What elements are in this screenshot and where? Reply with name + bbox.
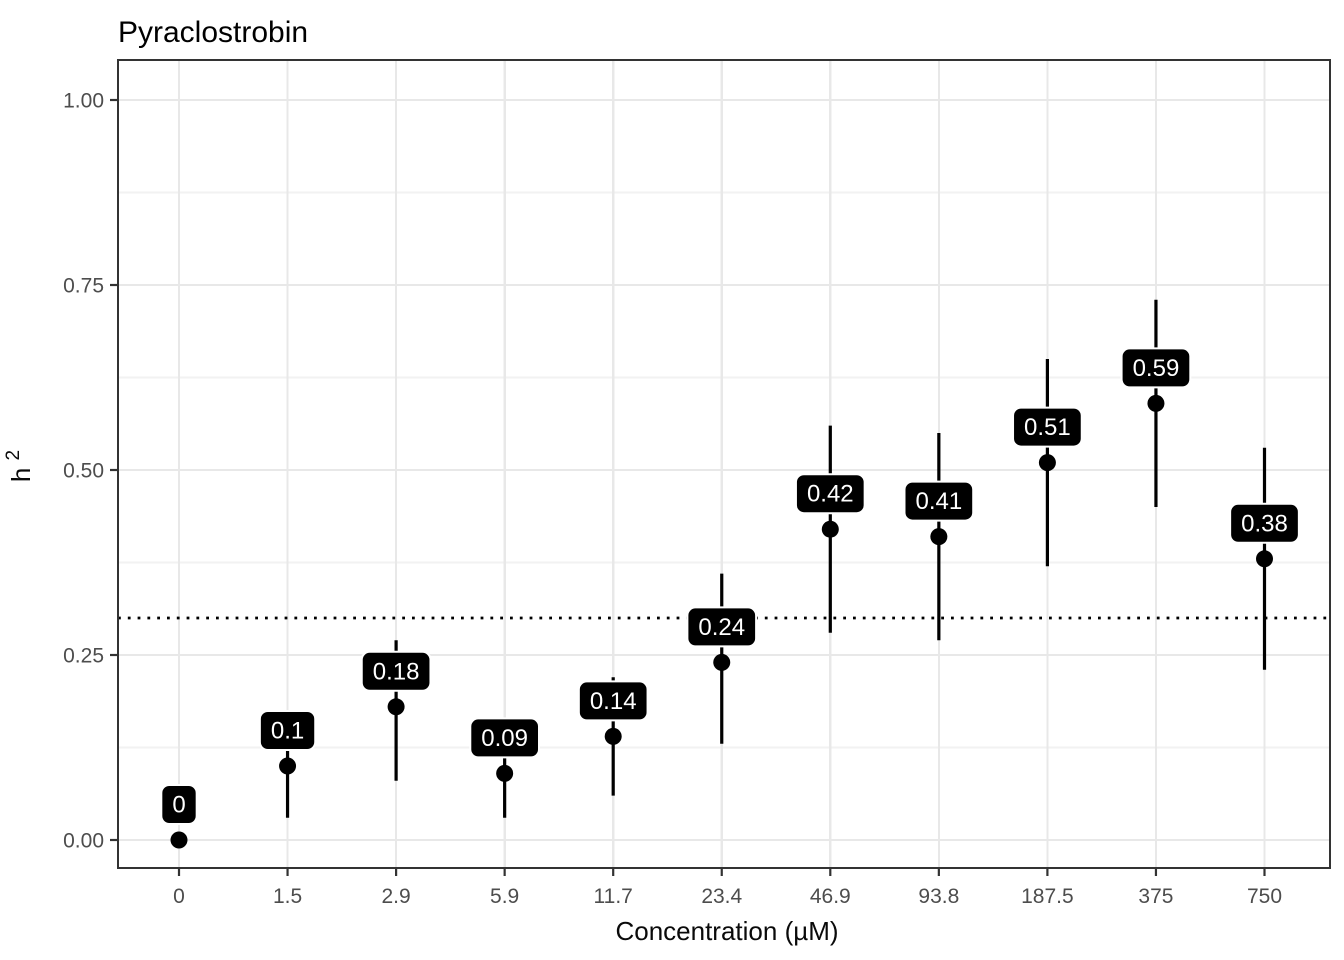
data-point (1038, 454, 1056, 472)
point-label-box (1229, 502, 1300, 544)
point-label: 0.18 (360, 650, 432, 692)
point-label: 0.1 (258, 710, 317, 751)
plot-title: Pyraclostrobin (118, 16, 308, 49)
y-tick-label: 0.00 (63, 830, 104, 853)
point-label: 0.14 (577, 680, 649, 722)
point-label-box (1120, 347, 1192, 389)
x-tick-label: 750 (1247, 885, 1282, 908)
data-point (279, 757, 297, 775)
point-label-box (469, 717, 541, 759)
x-tick-label: 0 (173, 885, 185, 908)
point-label: 0.24 (686, 606, 758, 648)
point-label-box (686, 606, 758, 648)
point-label-text: 0.09 (481, 725, 528, 752)
point-label-text: 0.38 (1241, 510, 1288, 537)
x-axis-title: Concentration (µM) (615, 916, 838, 946)
point-label-box (794, 473, 866, 515)
y-tick-label: 0.50 (63, 460, 104, 483)
point-label-box (360, 650, 432, 692)
point-label: 0.09 (469, 717, 541, 759)
data-point (170, 831, 188, 849)
point-label: 0.59 (1120, 347, 1192, 389)
x-tick-label: 46.9 (810, 885, 851, 908)
point-label: 0.42 (794, 473, 866, 515)
y-axis-title-base: h (6, 468, 36, 482)
point-label-text: 0.18 (373, 658, 420, 685)
y-tick-label: 0.25 (63, 645, 104, 668)
x-tick-label: 2.9 (381, 885, 410, 908)
point-label-box (903, 480, 975, 522)
data-point (1256, 550, 1273, 568)
data-point (713, 653, 731, 671)
point-label-box (160, 784, 198, 825)
y-axis-title: h 2 (3, 450, 36, 482)
point-label-text: 0.41 (915, 488, 962, 515)
point-label-text: 0.1 (271, 718, 304, 745)
x-tick-label: 187.5 (1021, 885, 1074, 908)
y-tick-label: 0.75 (63, 275, 104, 298)
point-label-text: 0.51 (1024, 414, 1071, 441)
plot-panel (118, 60, 1330, 868)
x-tick-label: 1.5 (273, 885, 302, 908)
y-tick-label: 1.00 (63, 90, 104, 113)
point-label-text: 0.24 (698, 614, 745, 641)
chart-layers: 0 0.1 0.18 0.09 0.14 0.24 0.42 0.41 0.51 0.59 0.38… (63, 58, 1332, 908)
data-point (496, 764, 514, 782)
point-label-text: 0 (172, 792, 185, 819)
point-label-text: 0.14 (590, 688, 637, 715)
point-label: 0.38 (1229, 502, 1300, 544)
point-label-box (258, 710, 317, 751)
point-label: 0 (160, 784, 198, 825)
point-label-box (577, 680, 649, 722)
data-point (387, 698, 405, 716)
data-point (604, 727, 622, 745)
point-label: 0.41 (903, 480, 975, 522)
x-tick-label: 5.9 (490, 885, 519, 908)
point-label-box (1012, 406, 1083, 448)
data-point (821, 520, 839, 538)
point-label-text: 0.59 (1133, 355, 1180, 382)
panel-border (116, 58, 1332, 870)
data-point (1147, 394, 1165, 412)
x-tick-label: 11.7 (594, 885, 633, 908)
y-axis-title-superscript: 2 (3, 450, 24, 461)
data-point (930, 528, 948, 546)
point-label: 0.51 (1012, 406, 1083, 448)
x-tick-label: 93.8 (918, 885, 959, 908)
point-label-text: 0.42 (807, 481, 854, 508)
x-tick-label: 23.4 (701, 885, 742, 908)
x-tick-label: 375 (1138, 885, 1173, 908)
